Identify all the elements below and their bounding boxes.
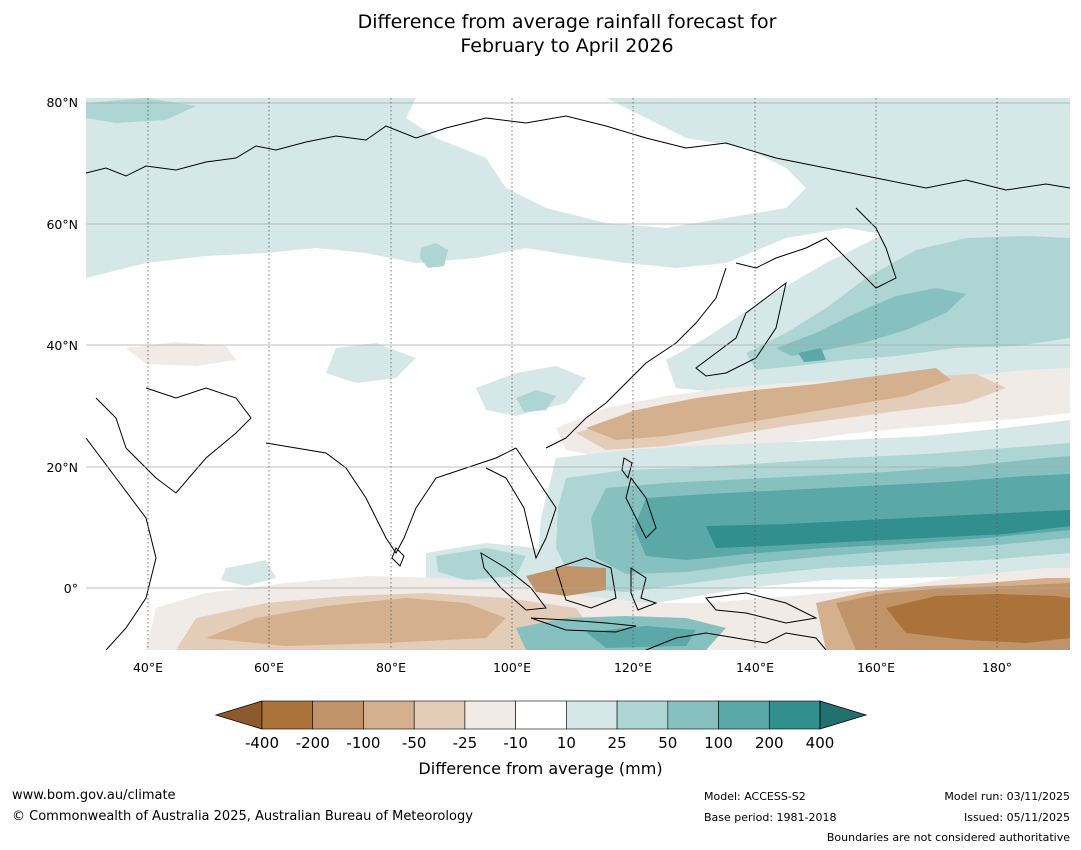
lon-label-160e: 160°E bbox=[856, 660, 895, 675]
coastline-java bbox=[530, 617, 637, 633]
lon-label-80e: 80°E bbox=[375, 660, 407, 675]
shade-sw-indian-light bbox=[221, 560, 276, 586]
lat-label-80n: 80°N bbox=[46, 95, 78, 110]
colorbar-bin bbox=[312, 700, 364, 730]
colorbar-bin bbox=[667, 700, 719, 730]
issued-text: Issued: 05/11/2025 bbox=[963, 811, 1070, 824]
colorbar-tick-label: 400 bbox=[806, 734, 835, 752]
coastline-new-guinea bbox=[705, 592, 818, 624]
shade-java-sea-brown bbox=[526, 566, 606, 596]
colorbar-tick-label: -100 bbox=[346, 734, 380, 752]
coastline-southeast-asia bbox=[485, 447, 557, 560]
disclaimer-text: Boundaries are not considered authoritat… bbox=[826, 831, 1070, 844]
gridlines bbox=[86, 98, 1070, 650]
website-link[interactable]: www.bom.gov.au/climate bbox=[12, 788, 176, 803]
lon-label-100e: 100°E bbox=[492, 660, 531, 675]
copyright-text: © Commonwealth of Australia 2025, Austra… bbox=[12, 809, 473, 824]
base-period-text: Base period: 1981-2018 bbox=[704, 811, 837, 824]
shade-indonesia-mid bbox=[436, 548, 526, 580]
coastline-arabia bbox=[95, 387, 252, 494]
shade-tropical-darkest bbox=[706, 510, 1070, 548]
colorbar-tick-label: -25 bbox=[453, 734, 478, 752]
colorbar-under-triangle bbox=[214, 700, 263, 730]
coastline-sri-lanka bbox=[391, 547, 405, 567]
rainfall-anomaly-map bbox=[86, 98, 1070, 650]
shade-central-asia-mid bbox=[516, 390, 556, 412]
colorbar-tick-label: -200 bbox=[296, 734, 330, 752]
lat-label-20n: 20°N bbox=[46, 460, 78, 475]
model-run-text: Model run: 03/11/2025 bbox=[944, 790, 1070, 803]
shade-north-blob-2 bbox=[420, 243, 448, 268]
coastline-india bbox=[265, 442, 517, 554]
colorbar-bins bbox=[261, 700, 821, 730]
shade-central-asia-light bbox=[476, 366, 586, 416]
coastline-africa-east bbox=[86, 437, 157, 650]
lon-label-40e: 40°E bbox=[132, 660, 164, 675]
shade-iran-brown bbox=[126, 342, 236, 366]
lat-label-60n: 60°N bbox=[46, 217, 78, 232]
coastline-borneo bbox=[555, 557, 617, 609]
colorbar-bin bbox=[515, 700, 567, 730]
colorbar-tick-label: 200 bbox=[755, 734, 784, 752]
title-line-1: Difference from average rainfall forecas… bbox=[357, 11, 777, 33]
colorbar-tick-label: -10 bbox=[503, 734, 528, 752]
shade-south-brown-dark bbox=[206, 598, 506, 646]
lat-label-40n: 40°N bbox=[46, 338, 78, 353]
chart-title: Difference from average rainfall forecas… bbox=[0, 10, 1081, 58]
colorbar-bin bbox=[616, 700, 669, 730]
coastline-arctic-europe bbox=[86, 115, 1070, 191]
colorbar-bin bbox=[363, 700, 415, 730]
coastline-china-korea-japan bbox=[545, 267, 727, 449]
coastline-philippines bbox=[625, 476, 657, 539]
colorbar-over-triangle bbox=[819, 700, 868, 730]
shade-nw-pacific-dark-2 bbox=[798, 348, 826, 362]
colorbar-bin bbox=[566, 700, 618, 730]
colorbar: -400 -200 -100 -50 -25 -10 10 25 50 100 200 400 bbox=[214, 700, 868, 752]
colorbar-tick-label: 100 bbox=[704, 734, 733, 752]
shade-tibet-light bbox=[326, 343, 416, 383]
coastlines bbox=[86, 115, 1070, 650]
colorbar-tick-label: -50 bbox=[402, 734, 427, 752]
coastline-kamchatka-okhotsk bbox=[735, 207, 897, 289]
coastline-australia-north bbox=[645, 632, 827, 650]
lon-label-60e: 60°E bbox=[253, 660, 285, 675]
shade-north-white-gap bbox=[406, 98, 806, 228]
coastline-taiwan bbox=[621, 457, 633, 480]
shade-nw-pacific-brown-dark bbox=[586, 368, 951, 440]
shade-australia-brown-darkest bbox=[886, 594, 1070, 643]
model-text: Model: ACCESS-S2 bbox=[704, 790, 806, 803]
lon-label-180: 180° bbox=[981, 660, 1013, 675]
colorbar-tick-label: -400 bbox=[245, 734, 279, 752]
colorbar-tick-labels: -400 -200 -100 -50 -25 -10 10 25 50 100 200 400 bbox=[245, 734, 834, 752]
title-line-2: February to April 2026 bbox=[460, 35, 674, 57]
coastline-sulawesi bbox=[630, 567, 658, 611]
colorbar-tick-label: 50 bbox=[658, 734, 677, 752]
colorbar-bin bbox=[464, 700, 516, 730]
coastline-japan bbox=[695, 281, 787, 377]
colorbar-bin bbox=[718, 700, 770, 730]
colorbar-tick-label: 10 bbox=[557, 734, 576, 752]
colorbar-tick-label: 25 bbox=[608, 734, 627, 752]
colorbar-bin bbox=[768, 700, 821, 730]
lat-label-0: 0° bbox=[63, 581, 78, 596]
coastline-sumatra bbox=[480, 551, 547, 611]
lon-label-140e: 140°E bbox=[735, 660, 774, 675]
colorbar-bin bbox=[413, 700, 466, 730]
lon-label-120e: 120°E bbox=[613, 660, 652, 675]
shade-north-blob-1 bbox=[86, 98, 196, 123]
shade-nw-pacific-dark bbox=[776, 288, 966, 356]
colorbar-title: Difference from average (mm) bbox=[418, 759, 663, 778]
colorbar-bin bbox=[261, 700, 314, 730]
